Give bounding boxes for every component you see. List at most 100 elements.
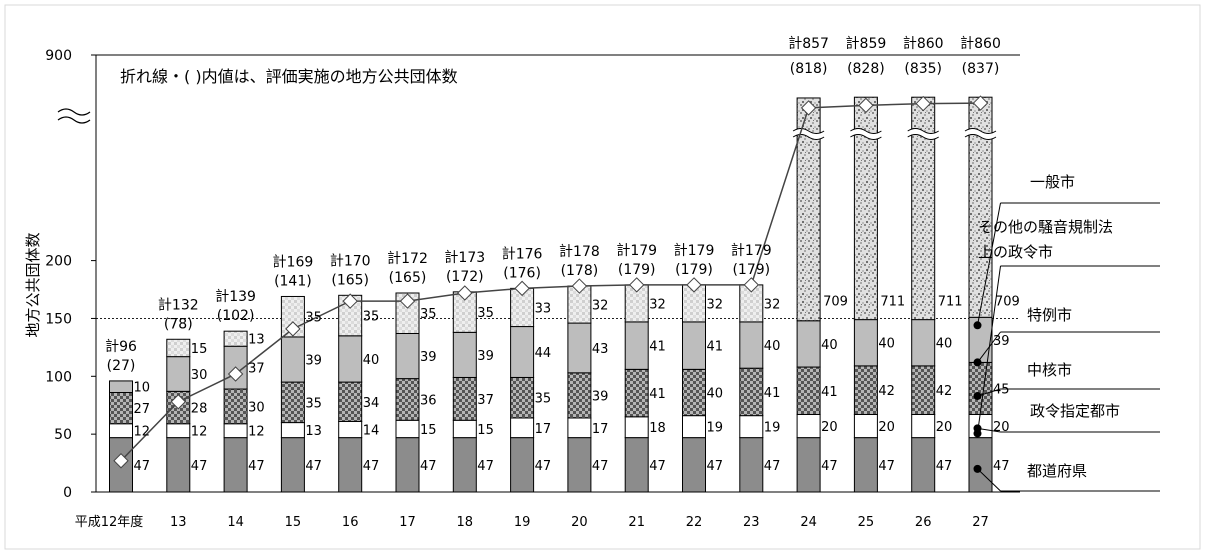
bar-segment xyxy=(109,380,133,393)
bar-segment xyxy=(166,338,191,358)
data-label: 41 xyxy=(821,385,838,400)
data-label: 37 xyxy=(477,393,494,408)
legend-label: 一般市 xyxy=(1030,173,1075,191)
data-label: 39 xyxy=(592,389,609,404)
bar-segment xyxy=(624,321,649,370)
data-label: 45 xyxy=(993,382,1010,397)
bar-segment xyxy=(682,437,706,493)
bar-group xyxy=(223,330,248,493)
bar-group xyxy=(338,294,363,493)
y-tick-label: 50 xyxy=(54,427,72,443)
y-tick-label: 150 xyxy=(45,311,72,327)
chart-title: 折れ線・( )内値は、評価実施の地方公共団体数 xyxy=(120,67,458,86)
data-label: 10 xyxy=(134,381,151,396)
bar-segment xyxy=(338,381,363,422)
data-label: 40 xyxy=(936,337,953,352)
x-tick-label: 20 xyxy=(571,515,588,530)
evaluated-marker xyxy=(915,95,931,112)
data-label: 20 xyxy=(936,420,953,435)
data-label: 39 xyxy=(993,334,1010,349)
data-label: 709 xyxy=(995,294,1020,309)
legend-label: 上の政令市 xyxy=(978,243,1053,261)
bar-group xyxy=(395,292,420,493)
evaluated-marker xyxy=(170,394,187,410)
bar-segment xyxy=(166,437,191,493)
x-tick-label: 16 xyxy=(342,515,359,530)
evaluated-label: (828) xyxy=(847,61,885,77)
data-label: 47 xyxy=(764,459,781,474)
bar-group xyxy=(452,291,477,493)
bar-segment xyxy=(853,365,878,415)
x-tick-label: 15 xyxy=(285,515,302,530)
legend-leader xyxy=(977,202,1001,326)
total-label: 計860 xyxy=(960,36,1001,52)
legend-leader xyxy=(977,265,1001,434)
data-label: 36 xyxy=(420,393,437,408)
x-tick-label: 19 xyxy=(514,515,531,530)
data-label: 709 xyxy=(823,294,848,309)
evaluated-marker xyxy=(285,321,301,337)
data-label: 37 xyxy=(248,362,265,377)
bar-segment xyxy=(338,437,363,493)
chart-frame xyxy=(4,4,1201,550)
data-label: 15 xyxy=(477,423,494,438)
data-label: 12 xyxy=(134,425,151,440)
data-label: 35 xyxy=(535,392,552,407)
bar-group xyxy=(963,96,998,493)
bar-segment xyxy=(338,335,363,383)
evaluated-label: (172) xyxy=(446,269,484,285)
evaluated-marker xyxy=(571,278,588,294)
evaluated-label: (102) xyxy=(217,308,255,324)
bar-segment xyxy=(452,419,477,439)
data-label: 39 xyxy=(477,349,494,364)
data-label: 20 xyxy=(821,420,838,435)
data-label: 17 xyxy=(535,422,552,437)
data-label: 14 xyxy=(363,424,380,439)
legend-label: 中核市 xyxy=(1027,361,1072,379)
data-label: 18 xyxy=(649,421,666,436)
x-tick-label: 18 xyxy=(457,515,474,530)
bar-break-mask xyxy=(963,129,998,139)
bar-break-icon xyxy=(792,134,825,140)
bar-segment xyxy=(968,361,993,415)
bar-break-icon xyxy=(907,128,939,134)
evaluated-marker xyxy=(686,277,702,293)
data-label: 27 xyxy=(134,402,151,417)
data-label: 47 xyxy=(420,459,437,474)
y-tick-label: 900 xyxy=(45,48,72,64)
data-label: 40 xyxy=(878,337,895,352)
bar-break-icon xyxy=(964,128,997,134)
bar-break-icon xyxy=(850,134,882,140)
bar-segment xyxy=(395,419,420,439)
legend-leader xyxy=(977,468,1001,492)
data-label: 40 xyxy=(764,339,781,354)
bar-group xyxy=(849,96,883,493)
evaluated-label: (176) xyxy=(503,265,541,281)
bar-segment xyxy=(911,365,936,415)
bar-group xyxy=(682,284,706,493)
bar-segment xyxy=(796,97,821,322)
data-label: 35 xyxy=(477,306,494,321)
evaluated-label: (179) xyxy=(675,262,713,278)
data-label: 35 xyxy=(305,396,322,411)
data-label: 35 xyxy=(420,307,437,322)
bar-segment xyxy=(280,381,305,424)
evaluated-label: (178) xyxy=(561,263,599,279)
total-label: 計178 xyxy=(559,244,600,260)
bar-segment xyxy=(911,437,936,493)
bar-segment xyxy=(280,422,305,439)
evaluated-label: (179) xyxy=(732,262,770,278)
bar-break-mask xyxy=(849,129,883,139)
data-label: 42 xyxy=(936,384,953,399)
x-tick-label: 平成12年度 xyxy=(75,514,144,530)
bar-segment xyxy=(395,292,420,334)
bar-segment xyxy=(395,437,420,493)
bar-segment xyxy=(452,437,477,493)
data-label: 47 xyxy=(191,459,208,474)
x-tick-label: 25 xyxy=(858,515,875,530)
evaluated-marker xyxy=(399,293,416,309)
x-tick-label: 23 xyxy=(743,515,760,530)
bar-segment xyxy=(452,376,477,421)
